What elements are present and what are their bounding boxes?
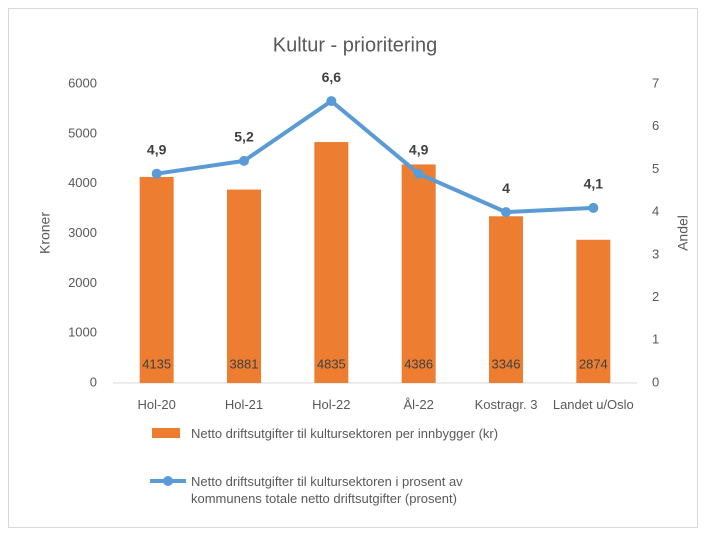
y2-tick-label: 4 <box>652 204 659 219</box>
bar <box>576 239 611 383</box>
bar-value-label: 2874 <box>579 356 608 371</box>
y2-tick-label: 5 <box>652 161 659 176</box>
y2-axis-label: Andel <box>675 215 691 251</box>
line-value-label: 4,1 <box>584 176 604 192</box>
bar <box>489 216 523 383</box>
bar-value-label: 4835 <box>317 356 346 371</box>
chart-title: Kultur - prioritering <box>273 34 438 56</box>
y-tick-label: 4000 <box>68 175 97 190</box>
y-tick-label: 3000 <box>68 225 97 240</box>
line-value-label: 6,6 <box>322 69 342 85</box>
bar <box>401 164 436 383</box>
bar <box>314 142 349 383</box>
y-tick-label: 1000 <box>68 325 97 340</box>
x-tick-label: Ål-22 <box>403 397 434 412</box>
y-tick-label: 2000 <box>68 275 97 290</box>
y2-tick-label: 6 <box>652 118 659 133</box>
line-marker <box>151 168 162 179</box>
chart-frame <box>8 8 698 528</box>
y2-tick-label: 2 <box>652 289 659 304</box>
y2-tick-label: 3 <box>652 246 659 261</box>
line-marker <box>501 207 511 218</box>
bar-value-label: 3346 <box>492 356 521 371</box>
bar-value-label: 3881 <box>230 356 259 371</box>
line-marker <box>326 96 337 107</box>
line-marker <box>588 202 599 213</box>
legend-label: Netto driftsutgifter til kultursektoren … <box>191 474 463 506</box>
y-tick-label: 6000 <box>68 75 97 90</box>
x-tick-label: Kostragr. 3 <box>474 397 538 412</box>
x-tick-label: Hol-20 <box>137 397 176 412</box>
bar <box>227 189 261 383</box>
bar <box>139 176 174 383</box>
y2-tick-label: 7 <box>652 75 659 90</box>
line <box>156 99 594 215</box>
bar-value-label: 4135 <box>142 356 171 371</box>
x-tick-label: Landet u/Oslo <box>552 397 634 412</box>
y2-tick-label: 1 <box>652 332 659 347</box>
line-value-label: 5,2 <box>234 129 254 145</box>
x-tick-label: Hol-21 <box>224 397 264 412</box>
line-marker <box>239 155 249 166</box>
legend-swatch-marker <box>163 476 173 486</box>
y2-tick-label: 0 <box>652 374 659 389</box>
x-tick-label: Hol-22 <box>312 397 351 412</box>
line-value-label: 4 <box>502 180 510 196</box>
legend-swatch <box>152 428 180 438</box>
bar-value-label: 4386 <box>404 356 433 371</box>
y-tick-label: 0 <box>90 374 97 389</box>
line-value-label: 4,9 <box>147 141 167 157</box>
y-tick-label: 5000 <box>68 125 97 140</box>
line-value-label: 4,9 <box>409 141 429 157</box>
legend-label: Netto driftsutgifter til kultursektoren … <box>191 426 499 441</box>
line-marker <box>413 168 424 179</box>
y-axis-label: Kroner <box>37 212 53 254</box>
